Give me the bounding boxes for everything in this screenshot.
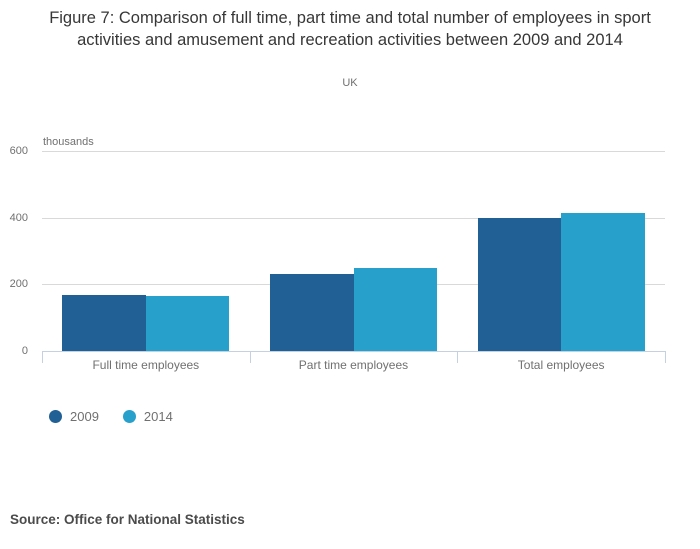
bar-2014-total-employees[interactable]	[561, 212, 645, 351]
legend-item-2014[interactable]: 2014	[122, 409, 173, 424]
y-axis-tick-label: 0	[21, 345, 28, 357]
x-axis-tick	[457, 351, 459, 363]
figure-title: Figure 7: Comparison of full time, part …	[49, 9, 651, 49]
y-axis-tick-label: 200	[9, 278, 28, 291]
y-axis-tick-label: 400	[9, 211, 28, 224]
bar-2009-part-time-employees[interactable]	[270, 274, 354, 351]
x-axis-line	[42, 351, 665, 352]
x-axis-tick	[665, 351, 666, 363]
legend-item-2009[interactable]: 2009	[49, 409, 99, 424]
x-axis-category-label: Total employees	[517, 358, 605, 372]
gridline	[42, 217, 665, 219]
legend-label: 2009	[70, 409, 99, 424]
x-axis-tick	[249, 351, 251, 363]
x-axis-tick	[42, 351, 43, 363]
bar-2009-full-time-employees[interactable]	[62, 295, 146, 351]
x-axis-category-label: Full time employees	[92, 358, 200, 372]
legend-dot-2014	[122, 410, 136, 423]
plot-area: 0 200 400 600 Full time employees Part time e…	[9, 145, 666, 372]
source-note: Source: Office for National Statistics	[10, 512, 245, 527]
bar-2014-full-time-employees[interactable]	[145, 296, 230, 351]
bar-2009-total-employees[interactable]	[477, 218, 562, 351]
gridline	[42, 151, 665, 152]
legend-dot-2009	[49, 410, 62, 423]
x-axis-category-label: Part time employees	[298, 358, 409, 372]
bar-2014-part-time-employees[interactable]	[353, 267, 437, 351]
legend-label: 2014	[143, 409, 173, 424]
y-axis-unit-label: thousands	[43, 136, 94, 148]
legend: 2009 2014	[49, 409, 173, 424]
figure-subtitle: UK	[342, 77, 358, 89]
y-axis-tick-label: 600	[9, 145, 28, 157]
